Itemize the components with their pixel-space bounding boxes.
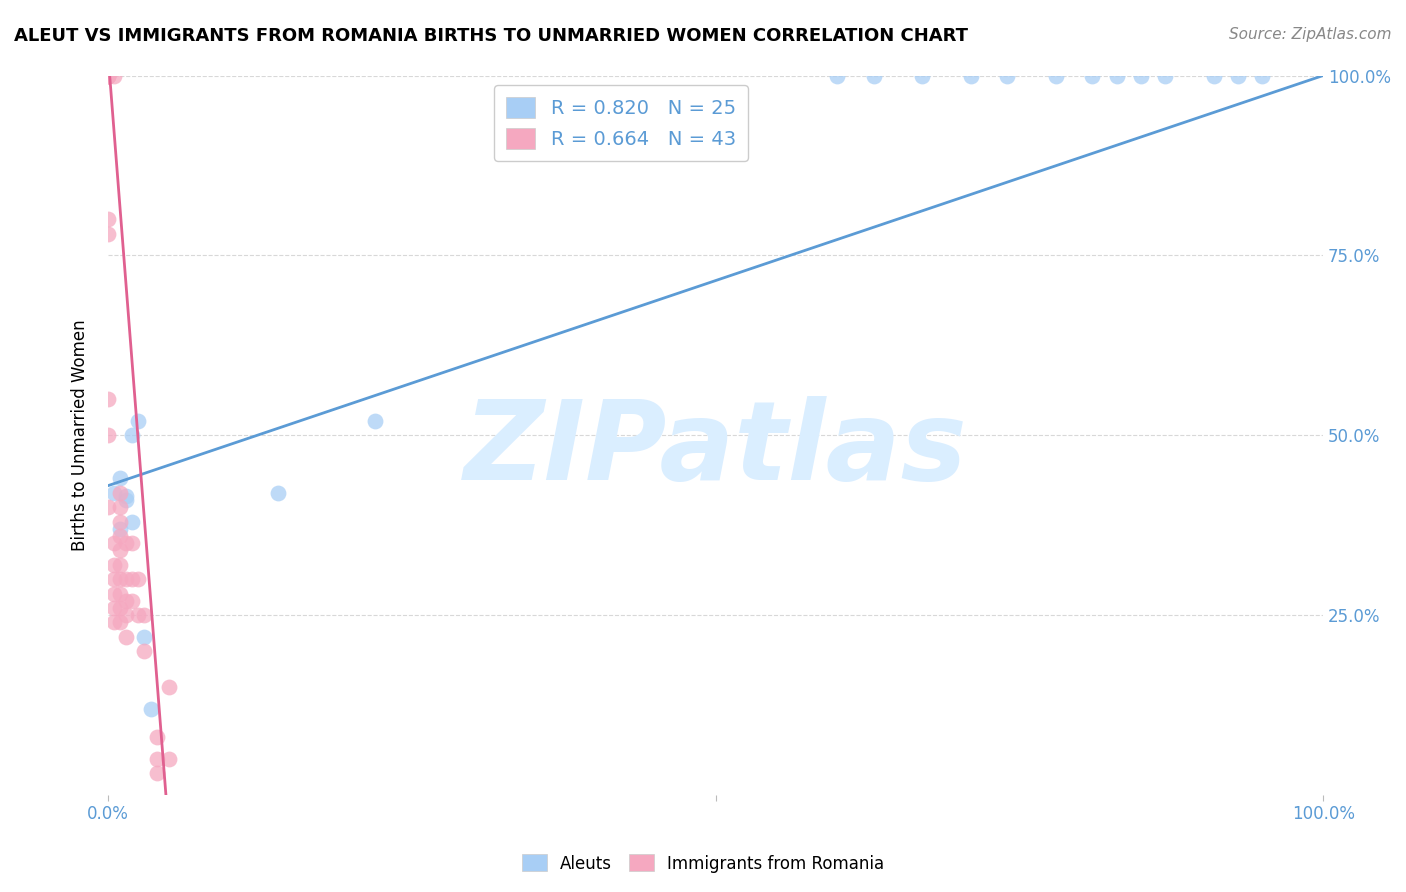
Point — [108, 500, 131, 515]
Point — [145, 752, 167, 766]
Point — [108, 515, 131, 529]
Point — [103, 536, 125, 550]
Point — [103, 586, 125, 600]
Legend: Aleuts, Immigrants from Romania: Aleuts, Immigrants from Romania — [515, 847, 891, 880]
Point — [108, 543, 131, 558]
Point — [145, 731, 167, 745]
Point — [134, 608, 156, 623]
Text: ALEUT VS IMMIGRANTS FROM ROMANIA BIRTHS TO UNMARRIED WOMEN CORRELATION CHART: ALEUT VS IMMIGRANTS FROM ROMANIA BIRTHS … — [14, 27, 969, 45]
Point — [97, 69, 120, 83]
Point — [267, 486, 290, 500]
Point — [1081, 69, 1104, 83]
Point — [108, 486, 131, 500]
Point — [103, 615, 125, 630]
Point — [108, 529, 131, 543]
Point — [103, 558, 125, 572]
Point — [825, 69, 848, 83]
Point — [97, 212, 120, 227]
Point — [115, 594, 138, 608]
Point — [97, 392, 120, 407]
Point — [108, 586, 131, 600]
Text: Source: ZipAtlas.com: Source: ZipAtlas.com — [1229, 27, 1392, 42]
Y-axis label: Births to Unmarried Women: Births to Unmarried Women — [72, 319, 89, 551]
Point — [108, 615, 131, 630]
Point — [108, 601, 131, 615]
Point — [115, 493, 138, 508]
Point — [97, 428, 120, 442]
Point — [108, 572, 131, 586]
Point — [103, 486, 125, 500]
Point — [127, 608, 149, 623]
Point — [1129, 69, 1152, 83]
Point — [121, 594, 143, 608]
Point — [108, 558, 131, 572]
Point — [139, 702, 162, 716]
Point — [121, 428, 143, 442]
Point — [121, 515, 143, 529]
Point — [995, 69, 1018, 83]
Point — [115, 608, 138, 623]
Point — [134, 630, 156, 644]
Point — [108, 522, 131, 536]
Point — [1105, 69, 1128, 83]
Point — [911, 69, 934, 83]
Point — [97, 69, 120, 83]
Point — [1227, 69, 1250, 83]
Legend: R = 0.820   N = 25, R = 0.664   N = 43: R = 0.820 N = 25, R = 0.664 N = 43 — [495, 86, 748, 161]
Point — [959, 69, 981, 83]
Point — [157, 752, 180, 766]
Point — [1202, 69, 1225, 83]
Point — [115, 630, 138, 644]
Point — [103, 572, 125, 586]
Point — [121, 572, 143, 586]
Point — [157, 680, 180, 694]
Point — [97, 500, 120, 515]
Point — [1251, 69, 1274, 83]
Point — [103, 69, 125, 83]
Point — [97, 69, 120, 83]
Point — [862, 69, 884, 83]
Point — [103, 601, 125, 615]
Point — [1045, 69, 1067, 83]
Point — [134, 644, 156, 658]
Text: ZIPatlas: ZIPatlas — [464, 396, 967, 503]
Point — [121, 536, 143, 550]
Point — [1154, 69, 1177, 83]
Point — [115, 490, 138, 504]
Point — [97, 227, 120, 241]
Point — [115, 536, 138, 550]
Point — [145, 766, 167, 780]
Point — [127, 414, 149, 428]
Point — [108, 471, 131, 485]
Point — [364, 414, 387, 428]
Point — [115, 572, 138, 586]
Point — [97, 69, 120, 83]
Point — [127, 572, 149, 586]
